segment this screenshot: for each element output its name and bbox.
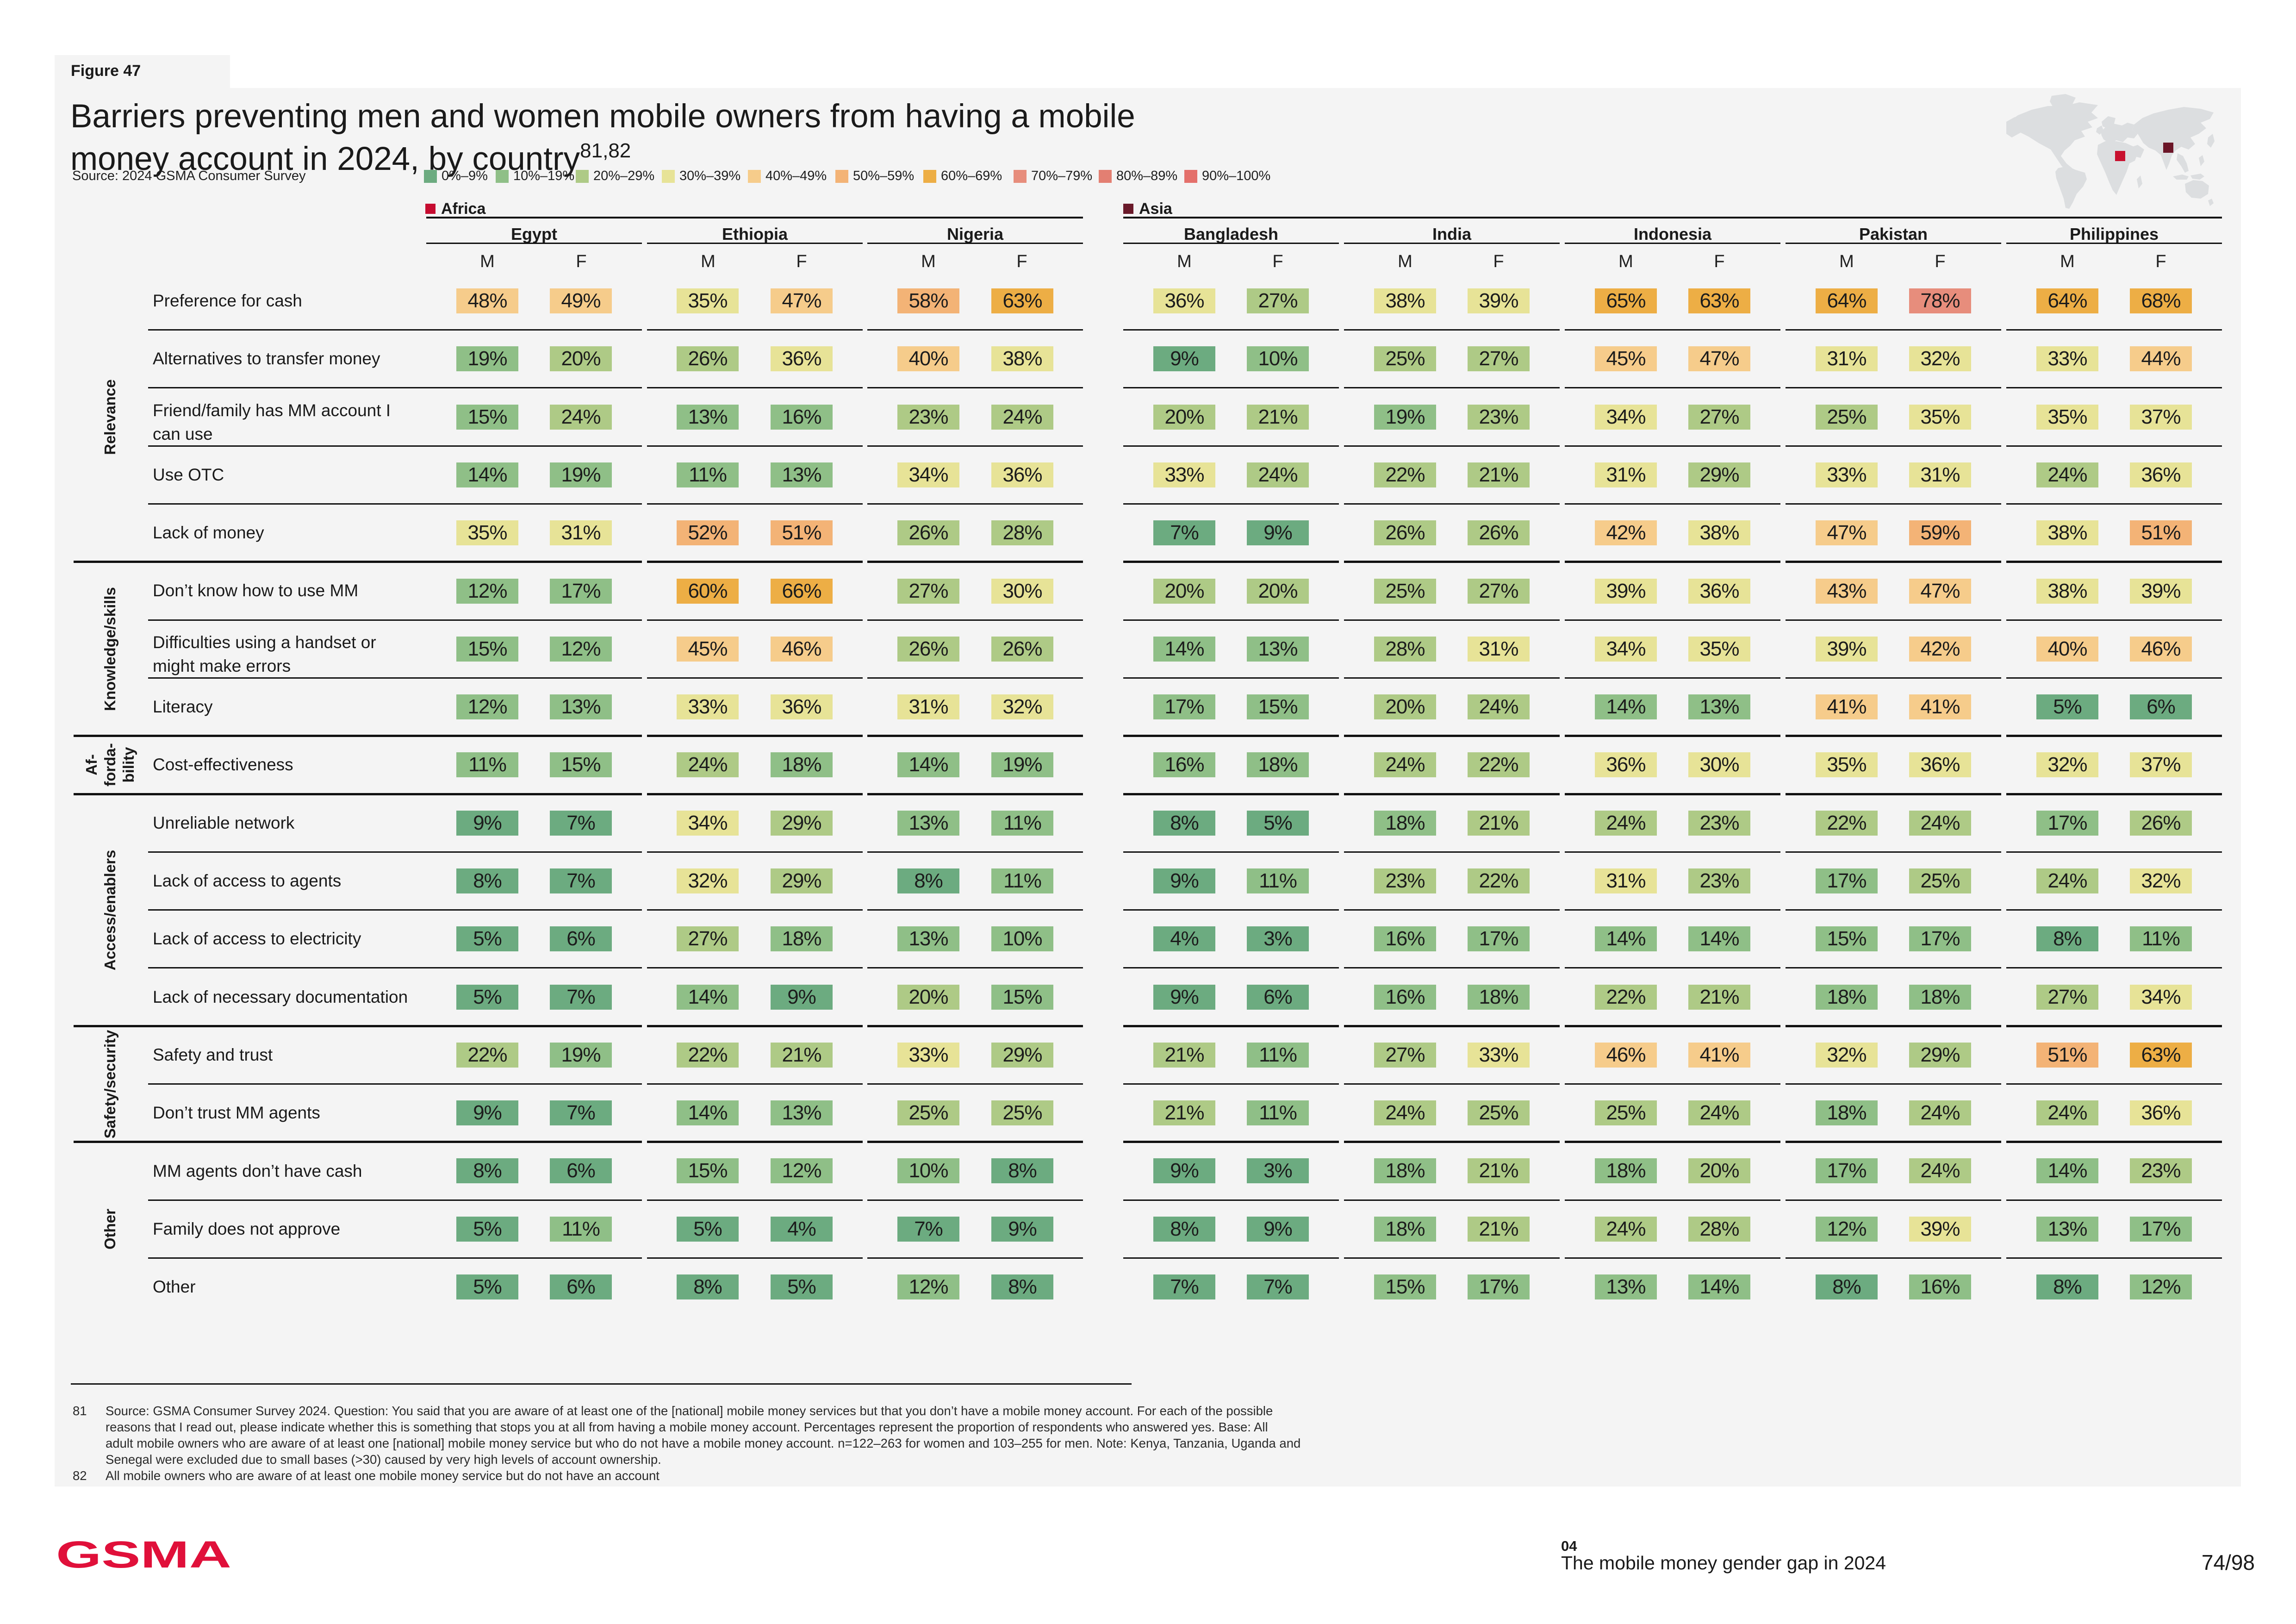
svg-text:GSMA: GSMA — [56, 1534, 231, 1576]
